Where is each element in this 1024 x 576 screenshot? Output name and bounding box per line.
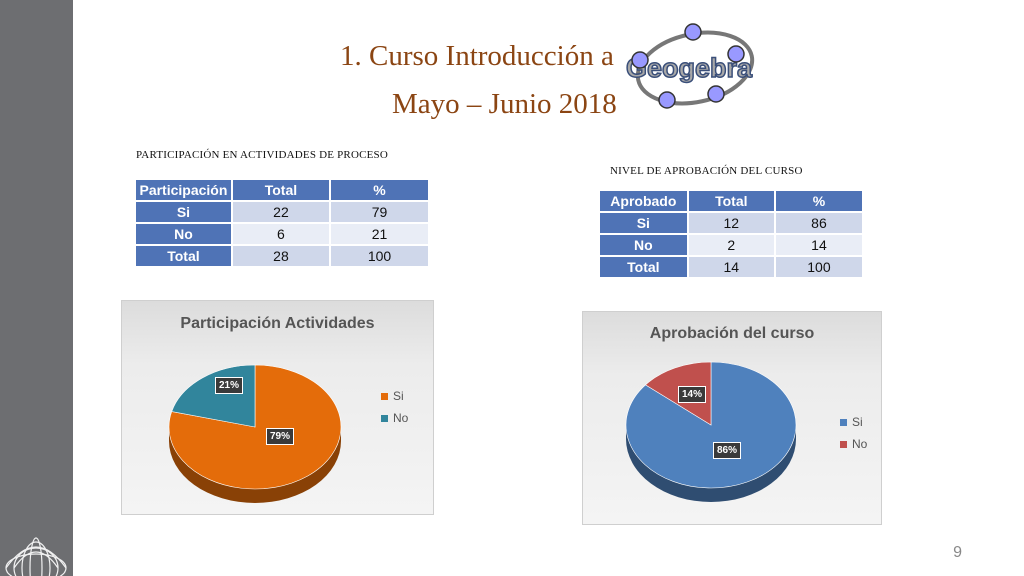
legend-label: No bbox=[393, 411, 409, 425]
slide-subtitle: Mayo – Junio 2018 bbox=[392, 88, 617, 120]
slide-title: 1. Curso Introducción a bbox=[340, 40, 614, 72]
column-header: Total bbox=[230, 178, 332, 202]
legend-swatch bbox=[840, 440, 847, 448]
legend-item: Si bbox=[381, 385, 408, 407]
legend-swatch bbox=[840, 418, 847, 426]
chart-title: Participación Actividades bbox=[180, 315, 375, 332]
legend-label: Si bbox=[393, 389, 404, 403]
column-header: % bbox=[329, 178, 430, 202]
chart-title: Aprobación del curso bbox=[649, 325, 815, 342]
table-row: No 2 14 bbox=[598, 233, 865, 257]
table-cell: 2 bbox=[686, 233, 776, 257]
column-header: Total bbox=[686, 189, 776, 213]
table-row: Si 22 79 bbox=[134, 200, 430, 224]
data-label-no: 14% bbox=[678, 386, 707, 403]
table-cell: 86 bbox=[773, 211, 865, 235]
pie-chart-svg bbox=[625, 361, 797, 502]
table-row: Total 28 100 bbox=[134, 244, 430, 268]
legend-item: No bbox=[840, 433, 867, 455]
table-cell: 6 bbox=[230, 222, 332, 246]
row-header: No bbox=[598, 233, 689, 257]
table-row: No 6 21 bbox=[134, 222, 430, 246]
geogebra-logo-icon: Geogebra bbox=[625, 23, 755, 109]
legend-label: Si bbox=[852, 415, 863, 429]
table-header-row: Participación Total % bbox=[134, 178, 430, 202]
table-cell: 79 bbox=[329, 200, 430, 224]
table-row: Si 12 86 bbox=[598, 211, 865, 235]
table-cell: 22 bbox=[230, 200, 332, 224]
table-cell: 21 bbox=[329, 222, 430, 246]
participation-table: Participación Total % Si 22 79 No 6 21 T… bbox=[134, 178, 430, 268]
legend-swatch bbox=[381, 392, 388, 400]
table-cell: 12 bbox=[686, 211, 776, 235]
column-header: % bbox=[773, 189, 865, 213]
column-header: Aprobado bbox=[598, 189, 689, 213]
pie-side bbox=[169, 427, 341, 503]
row-header: Si bbox=[134, 200, 233, 224]
flower-logo-icon bbox=[5, 537, 67, 576]
page-number: 9 bbox=[953, 544, 962, 561]
participation-chart: Participación Actividades 79% 21% Si No bbox=[121, 300, 434, 515]
data-label-si: 79% bbox=[266, 428, 295, 445]
approval-chart: Aprobación del curso 86% 14% Si No bbox=[582, 311, 882, 525]
table-cell: 14 bbox=[686, 255, 776, 279]
chart-legend: Si No bbox=[381, 385, 408, 429]
row-header: Total bbox=[134, 244, 233, 268]
table-row: Total 14 100 bbox=[598, 255, 865, 279]
table-cell: 100 bbox=[329, 244, 430, 268]
legend-label: No bbox=[852, 437, 868, 451]
table-header-row: Aprobado Total % bbox=[598, 189, 865, 213]
sidebar-band bbox=[0, 0, 73, 576]
row-header: Si bbox=[598, 211, 689, 235]
table-cell: 14 bbox=[773, 233, 865, 257]
row-header: Total bbox=[598, 255, 689, 279]
approval-label: NIVEL DE APROBACIÓN DEL CURSO bbox=[610, 165, 803, 177]
data-label-si: 86% bbox=[713, 442, 742, 459]
pie-side bbox=[626, 425, 796, 502]
legend-item: No bbox=[381, 407, 408, 429]
row-header: No bbox=[134, 222, 233, 246]
legend-item: Si bbox=[840, 411, 867, 433]
pie-slice-si bbox=[168, 364, 342, 490]
chart-legend: Si No bbox=[840, 411, 867, 455]
participation-label: PARTICIPACIÓN EN ACTIVIDADES DE PROCESO bbox=[136, 149, 389, 161]
table-cell: 100 bbox=[773, 255, 865, 279]
legend-swatch bbox=[381, 414, 388, 422]
table-cell: 28 bbox=[230, 244, 332, 268]
data-label-no: 21% bbox=[215, 377, 244, 394]
approval-table: Aprobado Total % Si 12 86 No 2 14 Total … bbox=[598, 189, 865, 279]
column-header: Participación bbox=[134, 178, 233, 202]
